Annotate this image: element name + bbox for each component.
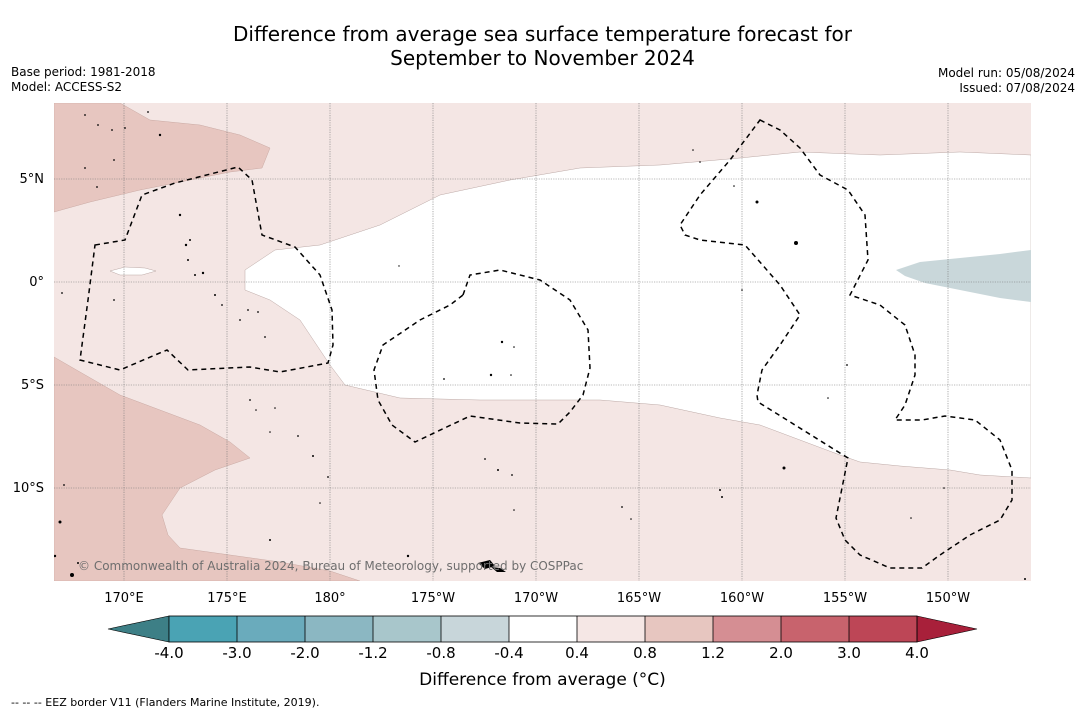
eez-legend-note: -- -- -- EEZ border V11 (Flanders Marine… (11, 696, 320, 709)
lon-label: 170°E (104, 591, 144, 606)
colorbar-segment (441, 616, 509, 642)
colorbar-tick-label: 4.0 (905, 644, 929, 662)
lon-label: 180° (314, 591, 345, 606)
issued-date: Issued: 07/08/2024 (959, 81, 1075, 95)
meta-right: Model run: 05/08/2024 Issued: 07/08/2024 (938, 66, 1075, 96)
colorbar-segment (169, 616, 237, 642)
colorbar-arrow-low (107, 615, 170, 643)
colorbar-tick-label: -4.0 (154, 644, 183, 662)
neutral-patch (109, 266, 157, 276)
colorbar: -4.0 -3.0 -2.0 -1.2 -0.8 -0.4 0.4 0.8 1.… (107, 615, 978, 662)
colorbar-segment (849, 616, 917, 642)
colorbar-tick-label: 0.4 (565, 644, 589, 662)
lat-label: 0° (29, 275, 44, 290)
lon-label: 175°W (411, 591, 455, 606)
lat-label: 5°S (21, 378, 44, 393)
islands (54, 111, 1026, 580)
lon-label: 155°W (823, 591, 867, 606)
cool-anomaly-region (896, 250, 1031, 302)
base-period: Base period: 1981-2018 (11, 65, 156, 79)
lon-label: 160°W (720, 591, 764, 606)
colorbar-arrow-high (916, 615, 978, 643)
lat-label: 10°S (13, 481, 44, 496)
colorbar-segment (305, 616, 373, 642)
colorbar-outline (168, 615, 918, 643)
gridlines (54, 103, 1031, 581)
colorbar-segment (509, 616, 577, 642)
colorbar-segment (645, 616, 713, 642)
eez-border-west (79, 166, 334, 373)
chart-title: Difference from average sea surface temp… (0, 22, 1085, 70)
colorbar-tick-label: 1.2 (701, 644, 725, 662)
colorbar-tick-label: -1.2 (358, 644, 387, 662)
model-name: Model: ACCESS-S2 (11, 80, 123, 94)
colorbar-tick-label: 0.8 (633, 644, 657, 662)
eez-borders (79, 119, 1013, 569)
model-run: Model run: 05/08/2024 (937, 66, 1075, 80)
lon-label: 150°W (926, 591, 970, 606)
colorbar-tick-label: -2.0 (290, 644, 319, 662)
colorbar-segment (713, 616, 781, 642)
colorbar-tick-label: -0.8 (426, 644, 455, 662)
warm-anomaly-region-north (54, 103, 271, 213)
neutral-anomaly-region (244, 151, 1031, 479)
lat-label: 5°N (20, 172, 45, 187)
colorbar-tick-label: 3.0 (837, 644, 861, 662)
title-line-1: Difference from average sea surface temp… (232, 22, 852, 46)
longitude-labels: 170°E 175°E 180° 175°W 170°W 165°W 160°W… (104, 591, 970, 606)
colorbar-tick-label: -0.4 (494, 644, 523, 662)
colorbar-segment (577, 616, 645, 642)
warm-anomaly-region-south (54, 356, 361, 581)
map-area (54, 103, 1031, 581)
lon-label: 170°W (514, 591, 558, 606)
colorbar-segment (373, 616, 441, 642)
colorbar-segment (237, 616, 305, 642)
latitude-labels: 5°N 0° 5°S 10°S (13, 172, 44, 496)
colorbar-tick-labels: -4.0 -3.0 -2.0 -1.2 -0.8 -0.4 0.4 0.8 1.… (154, 644, 929, 662)
title-line-2: September to November 2024 (390, 46, 695, 70)
copyright-text: © Commonwealth of Australia 2024, Bureau… (78, 559, 583, 573)
colorbar-title: Difference from average (°C) (419, 670, 666, 690)
colorbar-tick-label: -3.0 (222, 644, 251, 662)
colorbar-tick-label: 2.0 (769, 644, 793, 662)
colorbar-segment (781, 616, 849, 642)
lon-label: 175°E (207, 591, 247, 606)
colorbar-dividers (236, 616, 850, 642)
lon-label: 165°W (617, 591, 661, 606)
meta-left: Base period: 1981-2018 Model: ACCESS-S2 (11, 65, 156, 95)
